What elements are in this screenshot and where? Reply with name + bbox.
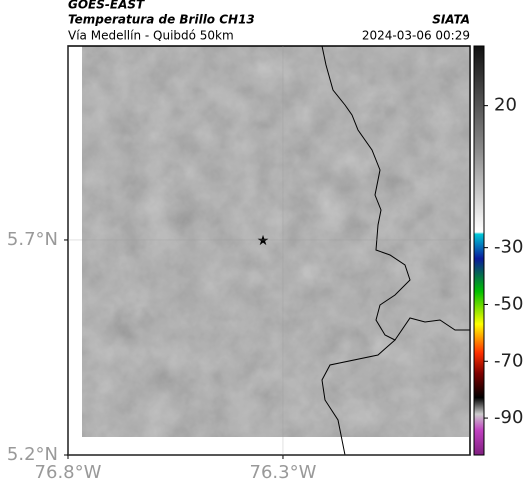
colorbar-tick-label: -50 bbox=[494, 293, 523, 314]
source: GOES-EAST bbox=[68, 0, 145, 12]
y-tick-label: 5.7°N bbox=[7, 229, 58, 250]
y-tick-label: 5.2°N bbox=[7, 444, 58, 465]
title: Temperatura de Brillo CH13 bbox=[68, 13, 255, 27]
x-tick-label: 76.8°W bbox=[35, 462, 102, 483]
timestamp: 2024-03-06 00:29 bbox=[362, 29, 470, 43]
agency: SIATA bbox=[432, 13, 470, 27]
colorbar-tick-label: 20 bbox=[494, 95, 517, 116]
border-line bbox=[394, 317, 470, 341]
colorbar-tick-label: -30 bbox=[494, 237, 523, 258]
colorbar-tick-label: -70 bbox=[494, 350, 523, 371]
x-tick-label: 76.3°W bbox=[250, 462, 317, 483]
cloud-texture bbox=[82, 46, 469, 437]
subtitle: Vía Medellín - Quibdó 50km bbox=[68, 29, 234, 43]
colorbar bbox=[473, 45, 485, 456]
location-marker: ★ bbox=[257, 233, 270, 249]
colorbar-tick-label: -90 bbox=[494, 407, 523, 428]
border-line bbox=[321, 45, 411, 456]
